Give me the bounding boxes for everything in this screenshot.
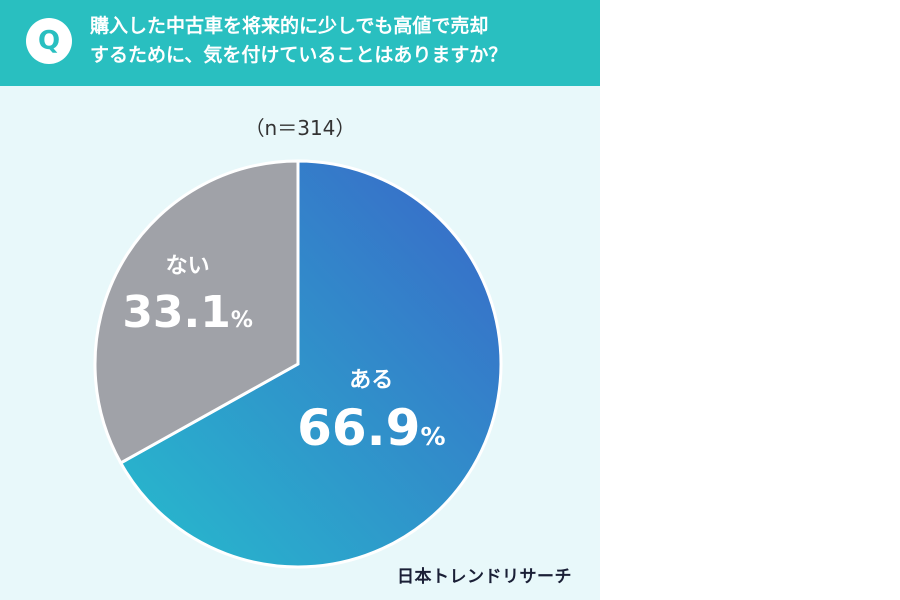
brand-logo: 日本トレンドリサーチ xyxy=(397,567,572,587)
question-line-2: するために、気を付けていることはありますか？ xyxy=(90,44,508,66)
pie-slice-yes xyxy=(118,159,503,569)
slice-value-label: 33.1% xyxy=(122,287,253,338)
chart-card: Q 購入した中古車を将来的に少しでも高値で売却 するために、気を付けていることは… xyxy=(0,0,600,600)
sample-size: （n＝314） xyxy=(244,116,356,140)
pie-chart: ある 66.9% ない 33.1% xyxy=(93,159,503,569)
slice-category-label: ある xyxy=(349,368,393,393)
question-header: Q 購入した中古車を将来的に少しでも高値で売却 するために、気を付けていることは… xyxy=(0,0,600,86)
slice-category-label: ない xyxy=(166,254,210,279)
question-line-1: 購入した中古車を将来的に少しでも高値で売却 xyxy=(90,15,489,37)
question-text: 購入した中古車を将来的に少しでも高値で売却 するために、気を付けていることはあり… xyxy=(90,12,590,70)
slice-value-label: 66.9% xyxy=(297,399,445,457)
pie-slice-no xyxy=(93,159,300,465)
question-badge: Q xyxy=(26,18,72,64)
